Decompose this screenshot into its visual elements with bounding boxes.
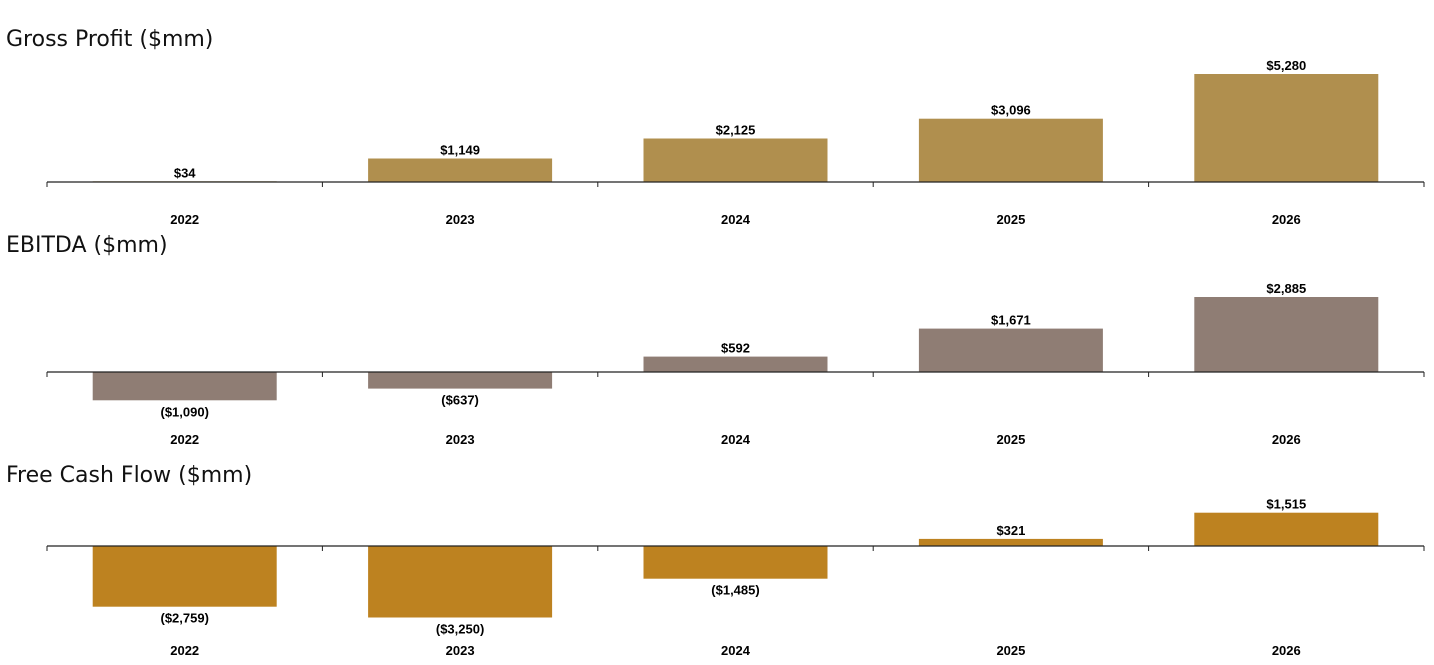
gross-profit-title: Gross Profit ($mm) [6,27,214,52]
category-label-2025: 2025 [996,212,1025,227]
value-label-2022: ($1,090) [160,404,208,419]
value-label-2023: ($637) [441,393,479,408]
value-label-2025: $3,096 [991,103,1031,118]
bar-2025 [918,538,1103,546]
bar-2023 [368,158,553,182]
bar-2023 [368,546,553,618]
category-label-2026: 2026 [1272,212,1301,227]
value-label-2026: $5,280 [1266,58,1306,73]
bar-2023 [368,372,553,389]
value-label-2022: ($2,759) [160,611,208,626]
ebitda-chart: ($1,090) 2022 ($637) 2023 $592 2024 $1,671 2025… [46,281,1425,447]
value-label-2025: $1,671 [991,313,1031,328]
value-label-2026: $2,885 [1266,281,1306,296]
bar-2024 [643,356,828,372]
free-cash-flow-title: Free Cash Flow ($mm) [6,463,253,488]
value-label-2025: $321 [996,523,1025,538]
category-label-2022: 2022 [170,212,199,227]
category-label-2025: 2025 [996,432,1025,447]
ebitda-title: EBITDA ($mm) [6,233,168,258]
bar-2026 [1194,512,1379,546]
gross-profit-chart: $34 2022 $1,149 2023 $2,125 2024 $3,096 2025 $5,… [46,58,1425,227]
category-label-2026: 2026 [1272,432,1301,447]
category-label-2024: 2024 [721,212,751,227]
category-label-2023: 2023 [446,643,475,658]
category-label-2022: 2022 [170,432,199,447]
bar-2024 [643,546,828,579]
category-label-2024: 2024 [721,432,751,447]
category-label-2025: 2025 [996,643,1025,658]
bar-2022 [92,372,277,401]
category-label-2024: 2024 [721,643,751,658]
bar-2022 [92,546,277,607]
bar-2024 [643,138,828,182]
category-label-2023: 2023 [446,432,475,447]
bar-2026 [1194,74,1379,182]
bar-2026 [1194,297,1379,372]
value-label-2024: ($1,485) [711,583,759,598]
category-label-2022: 2022 [170,643,199,658]
category-label-2023: 2023 [446,212,475,227]
value-label-2023: $1,149 [440,143,480,158]
value-label-2023: ($3,250) [436,622,484,637]
value-label-2024: $592 [721,341,750,356]
bar-2025 [918,328,1103,372]
value-label-2026: $1,515 [1266,497,1306,512]
category-label-2026: 2026 [1272,643,1301,658]
value-label-2024: $2,125 [716,123,756,138]
value-label-2022: $34 [174,165,196,180]
bar-2025 [918,118,1103,182]
